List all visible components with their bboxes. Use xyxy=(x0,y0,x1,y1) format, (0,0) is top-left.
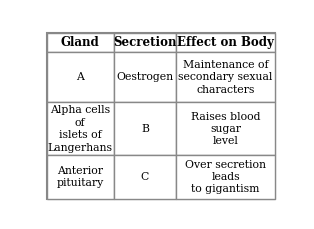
Bar xyxy=(46,102,114,155)
Bar xyxy=(46,155,114,199)
Text: Gland: Gland xyxy=(61,36,100,49)
Text: A: A xyxy=(76,72,84,82)
Bar xyxy=(114,102,176,155)
Bar xyxy=(46,52,114,102)
Bar xyxy=(46,33,114,52)
Text: Raises blood
sugar
level: Raises blood sugar level xyxy=(191,112,260,146)
Text: Maintenance of
secondary sexual
characters: Maintenance of secondary sexual characte… xyxy=(178,60,273,95)
Bar xyxy=(176,33,275,52)
Bar xyxy=(114,52,176,102)
Text: Oestrogen: Oestrogen xyxy=(116,72,173,82)
Bar xyxy=(114,33,176,52)
Text: Effect on Body: Effect on Body xyxy=(177,36,274,49)
Bar xyxy=(114,155,176,199)
Bar xyxy=(176,52,275,102)
Text: B: B xyxy=(141,124,149,134)
Text: Anterior
pituitary: Anterior pituitary xyxy=(57,166,104,188)
Bar xyxy=(176,102,275,155)
Bar xyxy=(176,155,275,199)
Text: Over secretion
leads
to gigantism: Over secretion leads to gigantism xyxy=(185,160,266,194)
Text: Secretion: Secretion xyxy=(113,36,177,49)
Text: Alpha cells
of
islets of
Langerhans: Alpha cells of islets of Langerhans xyxy=(48,105,113,153)
Text: C: C xyxy=(141,172,149,182)
